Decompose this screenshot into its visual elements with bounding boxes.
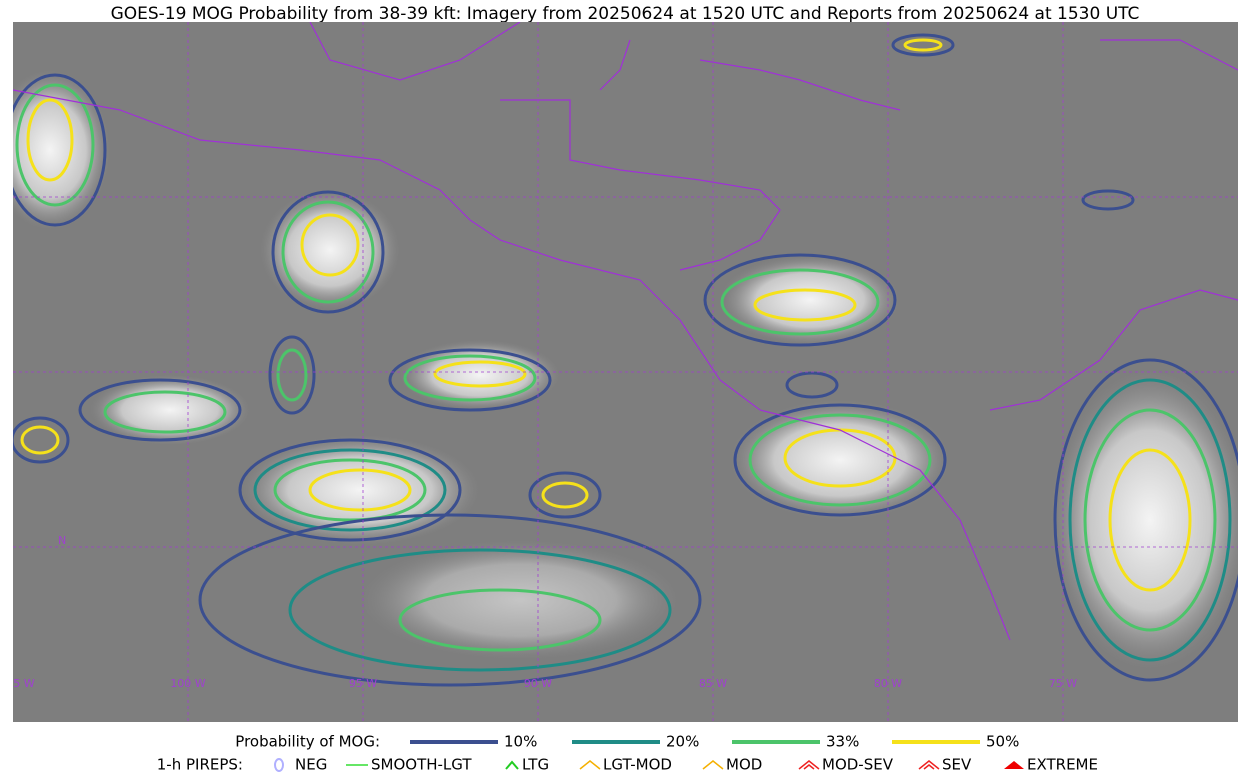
clouds bbox=[13, 70, 1238, 670]
lon-label: 80 W bbox=[874, 677, 902, 690]
legend-symbol bbox=[918, 760, 940, 770]
lon-label: 105 W bbox=[0, 677, 35, 690]
symbol bbox=[274, 758, 284, 772]
legend-label: 50% bbox=[986, 733, 1019, 751]
legend-label: SMOOTH-LGT bbox=[371, 756, 472, 774]
symbol bbox=[579, 760, 601, 770]
lon-label: 90 W bbox=[524, 677, 552, 690]
legend-label: 20% bbox=[666, 733, 699, 751]
legend-label: MOD-SEV bbox=[822, 756, 894, 774]
legend-symbol bbox=[505, 760, 519, 770]
legend-symbol bbox=[798, 760, 820, 770]
legend-title: 1-h PIREPS: bbox=[157, 756, 243, 774]
lon-label: 75 W bbox=[1049, 677, 1077, 690]
legend: Probability of MOG: 1-h PIREPS: 10% 20% 33… bbox=[157, 733, 1098, 774]
legend-symbol bbox=[579, 760, 601, 770]
symbol bbox=[918, 760, 940, 770]
geo-labels: 105 W 100 W 95 W 90 W 85 W 80 W 75 W N bbox=[0, 534, 1077, 690]
legend-label: 10% bbox=[504, 733, 537, 751]
legend-label: SEV bbox=[942, 756, 972, 774]
legend-symbol bbox=[1004, 761, 1024, 769]
lon-label: 85 W bbox=[699, 677, 727, 690]
coastlines bbox=[13, 22, 1238, 641]
contours bbox=[13, 33, 1238, 687]
legend-label: NEG bbox=[295, 756, 327, 774]
lat-label: N bbox=[58, 534, 66, 547]
legend-symbol bbox=[274, 758, 284, 772]
symbol bbox=[1004, 761, 1024, 769]
grid bbox=[13, 22, 1238, 722]
lon-label: 95 W bbox=[349, 677, 377, 690]
map: 105 W 100 W 95 W 90 W 85 W 80 W 75 W N bbox=[0, 22, 1238, 722]
legend-label: LTG bbox=[522, 756, 549, 774]
legend-label: 33% bbox=[826, 733, 859, 751]
legend-title: Probability of MOG: bbox=[235, 733, 380, 751]
legend-symbol bbox=[702, 760, 724, 770]
symbol bbox=[702, 760, 724, 770]
legend-label: MOD bbox=[726, 756, 762, 774]
title: GOES-19 MOG Probability from 38-39 kft: … bbox=[111, 4, 1140, 24]
legend-label: LGT-MOD bbox=[603, 756, 672, 774]
symbol bbox=[505, 760, 519, 770]
symbol bbox=[798, 760, 820, 770]
legend-label: EXTREME bbox=[1027, 756, 1098, 774]
lon-label: 100 W bbox=[170, 677, 205, 690]
